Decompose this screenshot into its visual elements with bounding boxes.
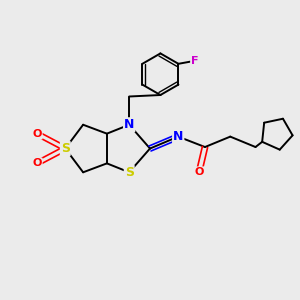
Text: S: S — [61, 142, 70, 155]
Text: N: N — [173, 130, 183, 143]
Text: S: S — [125, 166, 134, 179]
Text: N: N — [124, 118, 134, 131]
Text: F: F — [191, 56, 199, 66]
Text: O: O — [32, 129, 42, 139]
Text: O: O — [32, 158, 42, 168]
Text: O: O — [194, 167, 204, 177]
